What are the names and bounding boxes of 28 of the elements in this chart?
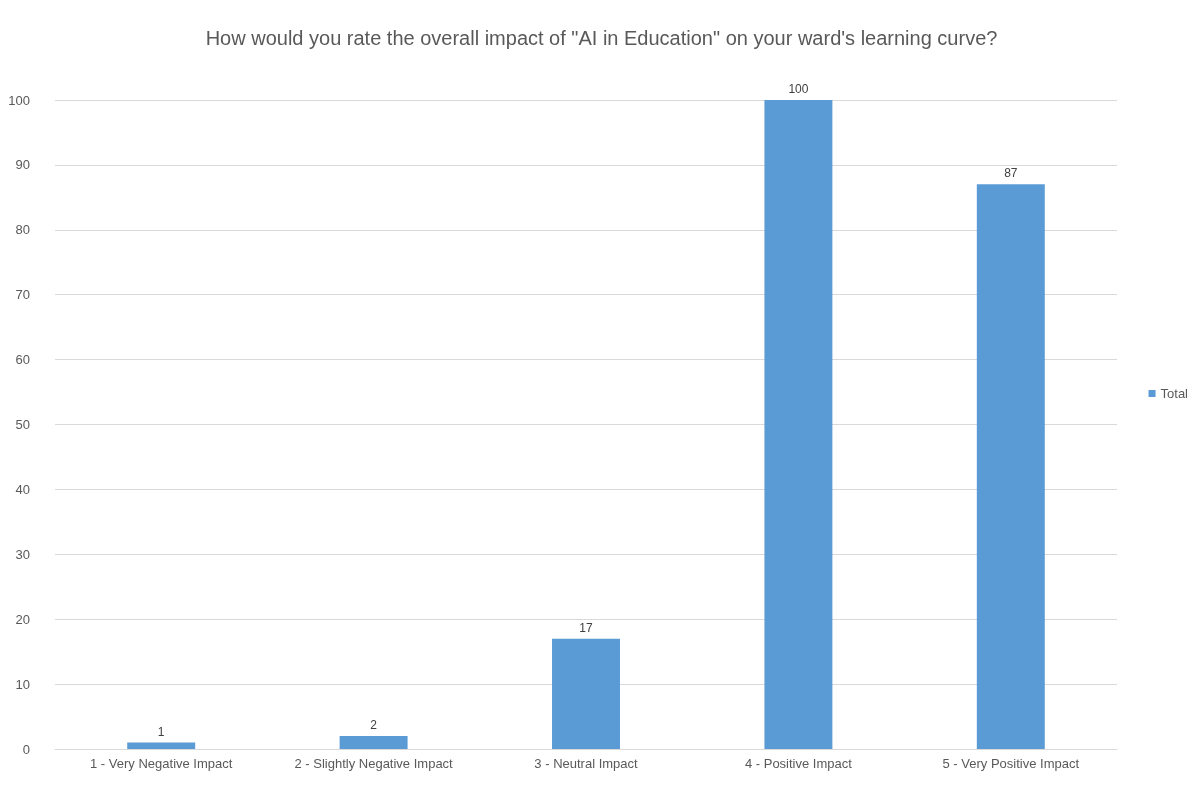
bar (127, 742, 196, 749)
y-tick-label: 50 (15, 417, 30, 432)
y-tick-label: 60 (15, 352, 30, 368)
legend-label: Total (1160, 386, 1189, 401)
y-tick-label: 0 (22, 741, 30, 757)
bar (976, 184, 1045, 749)
x-tick-label: 3 - Neutral Impact (534, 756, 639, 771)
y-tick-label: 40 (15, 481, 30, 497)
x-tick-label: 1 - Very Negative Impact (90, 756, 233, 771)
bar (339, 736, 408, 749)
data-label: 87 (1004, 166, 1018, 181)
y-tick-label: 80 (15, 222, 30, 238)
y-tick-label: 20 (15, 611, 30, 627)
x-tick-label: 4 - Positive Impact (744, 756, 853, 771)
y-tick-label: 30 (15, 546, 30, 562)
x-tick-label: 5 - Very Positive Impact (942, 756, 1080, 771)
chart-title: How would you rate the overall impact of "AI in Education" on your ward's learning curve? (205, 27, 998, 49)
bar (552, 638, 620, 749)
y-tick-label: 100 (8, 92, 30, 108)
y-tick-label: 70 (15, 287, 30, 303)
data-label: 1 (157, 724, 165, 739)
y-tick-label: 90 (15, 157, 30, 173)
y-tick-label: 10 (15, 676, 30, 692)
data-label: 17 (579, 620, 593, 635)
bar (764, 100, 833, 749)
x-tick-label: 2 - Slightly Negative Impact (294, 756, 454, 771)
data-label: 100 (788, 82, 809, 96)
data-label: 2 (370, 718, 378, 733)
